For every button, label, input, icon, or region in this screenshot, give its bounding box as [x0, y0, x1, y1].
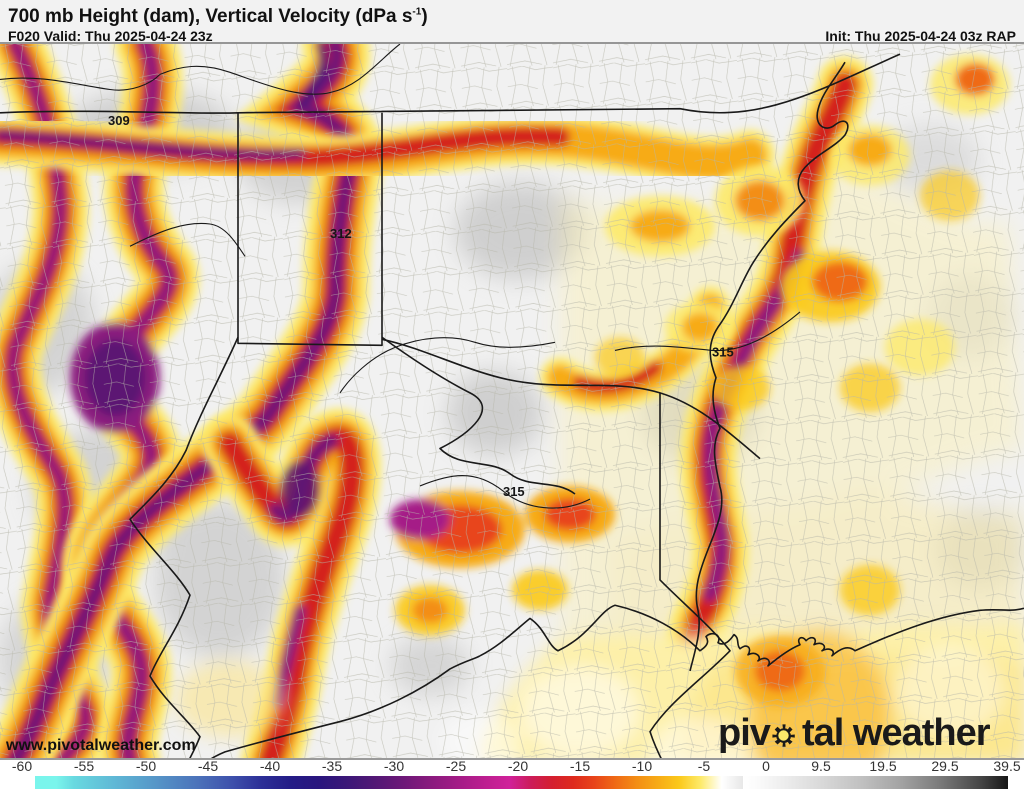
svg-text:-15: -15	[570, 760, 590, 774]
svg-text:-40: -40	[260, 760, 280, 774]
svg-text:29.5: 29.5	[931, 760, 958, 774]
svg-text:-35: -35	[322, 760, 342, 774]
svg-text:-20: -20	[508, 760, 528, 774]
svg-text:315: 315	[712, 344, 734, 359]
svg-text:-55: -55	[74, 760, 94, 774]
svg-text:-30: -30	[384, 760, 404, 774]
svg-text:39.5: 39.5	[993, 760, 1020, 774]
svg-text:309: 309	[108, 113, 130, 128]
svg-text:-45: -45	[198, 760, 218, 774]
svg-text:312: 312	[330, 226, 352, 241]
svg-text:-25: -25	[446, 760, 466, 774]
svg-text:0: 0	[762, 760, 770, 774]
svg-text:315: 315	[503, 484, 525, 499]
svg-text:piv: piv	[718, 712, 771, 754]
svg-text:-50: -50	[136, 760, 156, 774]
svg-text:19.5: 19.5	[869, 760, 896, 774]
svg-text:9.5: 9.5	[811, 760, 831, 774]
svg-text:-60: -60	[12, 760, 32, 774]
svg-text:-5: -5	[698, 760, 711, 774]
svg-text:tal weather: tal weather	[802, 712, 991, 754]
svg-text:-10: -10	[632, 760, 652, 774]
